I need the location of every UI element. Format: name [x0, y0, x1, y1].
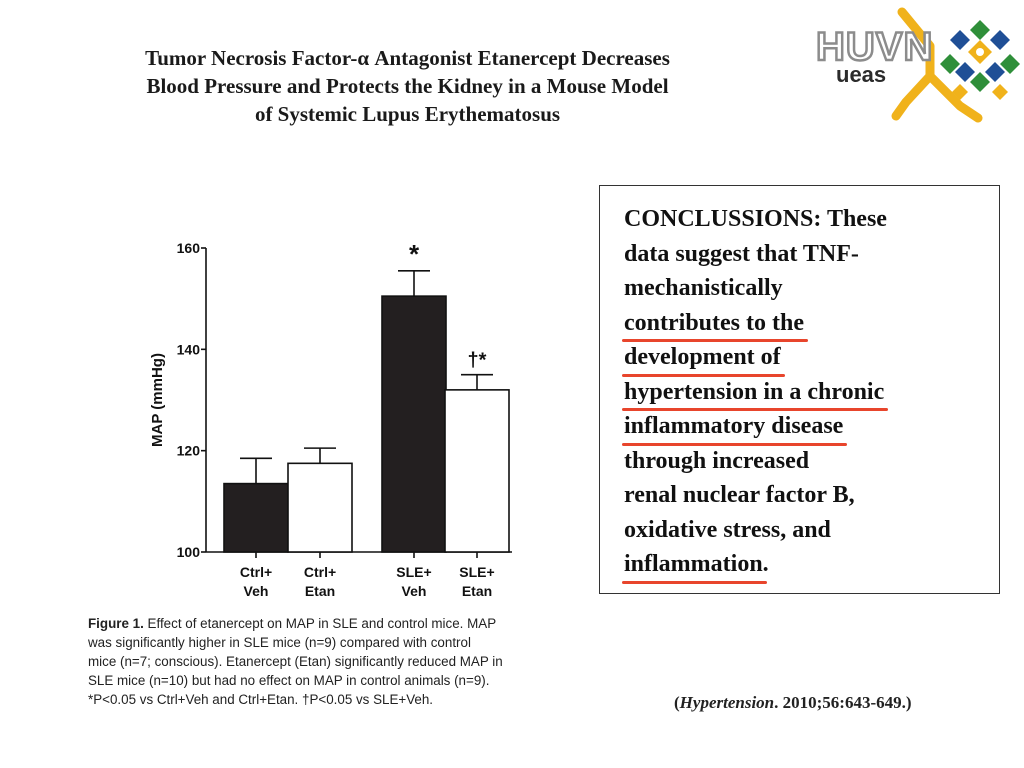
- bar: [444, 389, 510, 553]
- conclusion-underlined-text: inflammation: [622, 547, 767, 583]
- significance-marker: *: [409, 239, 420, 269]
- citation-details: . 2010;56:643-649.): [774, 693, 912, 712]
- caption-line: SLE mice (n=10) but had no effect on MAP…: [88, 673, 490, 688]
- conclusion-line: mechanistically: [624, 271, 994, 306]
- y-tick-label: 120: [177, 443, 201, 459]
- conclusion-line-text: data suggest that TNF-: [624, 240, 859, 267]
- x-tick-label: SLE+: [459, 564, 494, 580]
- y-tick-label: 160: [177, 240, 201, 256]
- conclusion-line: inflammation.: [622, 547, 994, 583]
- y-axis-label: MAP (mmHg): [149, 353, 166, 447]
- x-tick-label: Etan: [305, 583, 335, 599]
- x-tick-label: Veh: [402, 583, 427, 599]
- figure-caption: Figure 1. Effect of etanercept on MAP in…: [88, 614, 588, 709]
- slide-title: Tumor Necrosis Factor-α Antagonist Etane…: [45, 44, 770, 128]
- conclusion-underlined-text: contributes to the: [622, 306, 808, 342]
- title-line: Tumor Necrosis Factor-α Antagonist Etane…: [145, 46, 670, 70]
- caption-line: mice (n=7; conscious). Etanercept (Etan)…: [88, 654, 503, 669]
- title-line: Blood Pressure and Protects the Kidney i…: [146, 74, 669, 98]
- conclusion-line: contributes to the: [622, 306, 994, 342]
- conclusion-line-text: oxidative stress, and: [624, 516, 831, 543]
- citation-journal: Hypertension: [679, 693, 775, 712]
- logo-text-huvn: HUVN: [816, 25, 933, 69]
- conclusion-underlined-text: hypertension in a chronic: [621, 375, 889, 411]
- logo-mosaic: [938, 18, 1020, 100]
- map-bar-chart: 100 120 140 160 MAP (mmHg) Ctrl+ Veh Ctrl+ Etan S…: [149, 239, 512, 599]
- conclusion-line: through increased: [624, 444, 994, 479]
- x-tick-label: Ctrl+: [304, 564, 336, 580]
- y-tick-label: 100: [177, 544, 201, 560]
- caption-line-1: Figure 1. Effect of etanercept on MAP in…: [88, 614, 588, 633]
- conclusion-line: renal nuclear factor B,: [624, 478, 994, 513]
- bar: [381, 295, 447, 553]
- y-tick-label: 140: [177, 341, 201, 357]
- x-tick-label: SLE+: [396, 564, 431, 580]
- citation-open: (: [674, 693, 680, 712]
- conclusion-line: inflammatory disease: [621, 409, 994, 445]
- caption-line: was significantly higher in SLE mice (n=…: [88, 635, 471, 650]
- citation: (Hypertension. 2010;56:643-649.): [674, 693, 912, 713]
- conclusion-suffix: .: [762, 551, 769, 577]
- x-tick-label: Etan: [462, 583, 492, 599]
- caption-label: Figure 1.: [88, 616, 144, 631]
- conclusion-underlined-text: development of: [622, 340, 785, 376]
- conclusion-line-text: CONCLUSSIONS: These: [624, 206, 887, 232]
- conclusion-line: data suggest that TNF-: [624, 237, 994, 272]
- x-tick-label: Ctrl+: [240, 564, 272, 580]
- logo-text-ueas: ueas: [836, 62, 886, 87]
- conclusion-line: development of: [622, 340, 994, 376]
- conclusion-line-text: mechanistically: [624, 275, 783, 301]
- title-line: of Systemic Lupus Erythematosus: [254, 102, 561, 126]
- conclusion-line: CONCLUSSIONS: These: [624, 202, 994, 237]
- significance-marker: †*: [468, 350, 487, 372]
- conclusion-box: CONCLUSSIONS: These data suggest that TNF…: [599, 185, 1000, 594]
- bar: [223, 482, 289, 553]
- huvn-logo: HUVN ueas: [815, 7, 1020, 123]
- conclusion-text: CONCLUSSIONS: These data suggest that TNF…: [621, 202, 994, 583]
- conclusion-line-text: through increased: [624, 447, 810, 474]
- conclusion-line-text: renal nuclear factor B,: [624, 482, 855, 508]
- conclusion-line: hypertension in a chronic: [621, 375, 994, 411]
- bar: [287, 462, 353, 553]
- logo-antibody: [891, 7, 983, 123]
- conclusion-underlined-text: inflammatory disease: [621, 409, 848, 445]
- caption-line: *P<0.05 vs Ctrl+Veh and Ctrl+Etan. †P<0.…: [88, 692, 434, 707]
- conclusion-line: oxidative stress, and: [624, 513, 994, 548]
- caption-text: Effect of etanercept on MAP in SLE and c…: [147, 616, 497, 631]
- x-tick-label: Veh: [244, 583, 269, 599]
